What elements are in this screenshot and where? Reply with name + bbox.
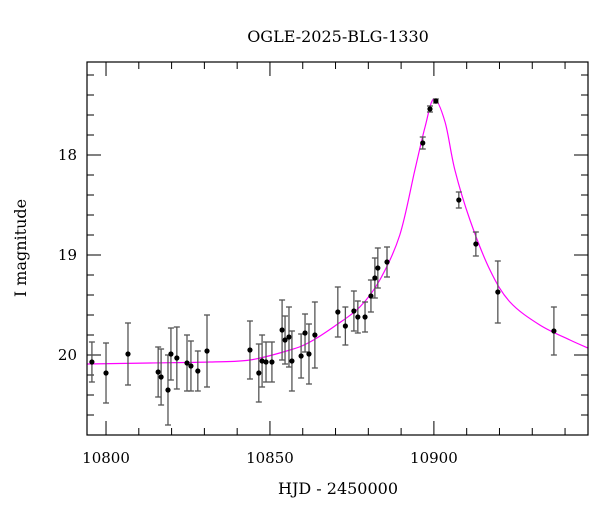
data-point: [268, 341, 275, 383]
point-marker: [165, 387, 171, 393]
x-axis-label: HJD - 2450000: [278, 479, 398, 498]
data-point: [255, 343, 262, 403]
data-point: [103, 342, 110, 404]
point-marker: [174, 355, 180, 361]
point-marker: [306, 351, 312, 357]
point-marker: [263, 359, 269, 365]
point-marker: [312, 332, 318, 338]
point-marker: [89, 359, 95, 365]
data-point: [362, 301, 369, 333]
data-point: [155, 346, 162, 398]
point-marker: [256, 370, 262, 376]
point-marker: [286, 334, 292, 340]
data-point: [259, 334, 266, 388]
point-marker: [259, 358, 265, 364]
data-point: [384, 246, 391, 278]
point-marker: [375, 265, 381, 271]
y-tick-label: 18: [58, 146, 77, 164]
point-marker: [168, 351, 174, 357]
plot-frame: [86, 61, 589, 436]
data-point: [472, 231, 479, 257]
data-point: [305, 323, 312, 385]
data-points-group: [88, 98, 557, 426]
y-tick-label: 19: [58, 246, 77, 264]
data-point: [494, 260, 501, 324]
data-point: [342, 306, 349, 346]
point-marker: [289, 358, 295, 364]
data-point: [374, 247, 381, 289]
point-marker: [473, 241, 479, 247]
y-tick-label: 20: [58, 346, 77, 364]
data-point: [334, 286, 341, 338]
point-marker: [155, 369, 161, 375]
point-marker: [368, 293, 374, 299]
point-marker: [456, 197, 462, 203]
point-marker: [269, 359, 275, 365]
data-point: [285, 306, 292, 368]
data-point: [88, 341, 95, 383]
point-marker: [247, 347, 253, 353]
point-marker: [342, 323, 348, 329]
point-marker: [279, 327, 285, 333]
data-point: [263, 341, 270, 383]
data-point: [246, 320, 253, 380]
point-marker: [495, 289, 501, 295]
data-point: [455, 191, 462, 209]
point-marker: [195, 368, 201, 374]
point-marker: [384, 259, 390, 265]
x-tick-label: 10800: [82, 449, 130, 467]
chart-title: OGLE-2025-BLG-1330: [247, 27, 429, 46]
data-point: [282, 315, 289, 365]
data-point: [419, 136, 426, 150]
point-marker: [282, 337, 288, 343]
data-point: [350, 290, 357, 332]
data-point: [550, 306, 557, 356]
point-marker: [188, 363, 194, 369]
point-marker: [302, 330, 308, 336]
data-point: [194, 350, 201, 392]
data-point: [167, 327, 174, 381]
x-tick-label: 10850: [246, 449, 294, 467]
point-marker: [298, 353, 304, 359]
data-point: [164, 354, 171, 426]
data-point: [432, 98, 439, 104]
point-marker: [427, 106, 433, 112]
data-point: [354, 300, 361, 334]
data-point: [187, 340, 194, 392]
data-point: [204, 314, 211, 388]
point-marker: [351, 308, 357, 314]
data-point: [311, 301, 318, 369]
point-marker: [372, 275, 378, 281]
point-marker: [335, 309, 341, 315]
point-marker: [551, 328, 557, 334]
point-marker: [125, 351, 131, 357]
data-point: [173, 326, 180, 390]
point-marker: [355, 314, 361, 320]
y-axis-label: I magnitude: [11, 199, 30, 297]
data-point: [302, 313, 309, 353]
axis-ticks: 10800 10850 10900 18 19 20: [58, 62, 588, 467]
point-marker: [420, 140, 426, 146]
data-point: [426, 105, 433, 113]
data-point: [158, 348, 165, 406]
point-marker: [433, 98, 439, 104]
data-point: [184, 334, 191, 392]
point-marker: [362, 314, 368, 320]
point-marker: [103, 370, 109, 376]
point-marker: [184, 360, 190, 366]
data-point: [298, 333, 305, 379]
data-point: [288, 330, 295, 392]
data-point: [279, 299, 286, 361]
data-point: [367, 279, 374, 313]
model-curve: [86, 98, 589, 365]
point-marker: [158, 374, 164, 380]
data-point: [124, 322, 131, 386]
data-point: [371, 257, 378, 299]
x-tick-label: 10900: [410, 449, 458, 467]
point-marker: [204, 348, 210, 354]
model-curve-group: [86, 98, 589, 365]
